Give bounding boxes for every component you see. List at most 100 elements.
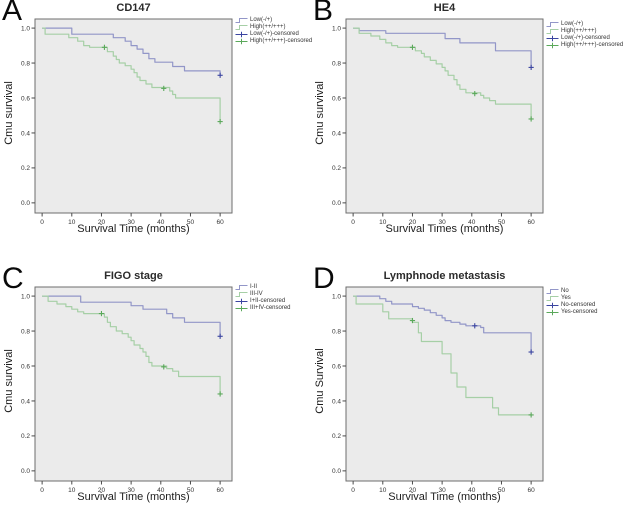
x-tick-label: 30 (128, 219, 136, 226)
x-tick-label: 40 (157, 487, 165, 494)
legend-censored-symbol (546, 309, 559, 315)
legend-line-symbol (546, 288, 559, 294)
legend-label: Yes-censored (561, 309, 598, 315)
legend-label: III+IV-censored (250, 305, 291, 311)
x-tick-label: 20 (409, 487, 417, 494)
plot-title: CD147 (116, 2, 151, 14)
legend: Low(-/+) High(++/+++) Low(-/+)-censored Hig… (235, 17, 312, 44)
survival-plot: 0 10 20 30 40 50 60 0.0 0.2 0.4 0.6 0.8 1.0 (21, 18, 233, 226)
legend-item: Low(-/+)-censored (235, 31, 312, 37)
survival-plot: 0 10 20 30 40 50 60 0.0 0.2 0.4 0.6 0.8 1.0 (21, 286, 233, 494)
survival-curve (353, 295, 532, 416)
x-tick-label: 30 (439, 219, 447, 226)
legend-item: No (546, 288, 597, 294)
y-tick-label: 0.8 (332, 328, 341, 335)
x-tick-label: 10 (68, 219, 76, 226)
legend-item: High(++/+++) (546, 28, 623, 34)
legend-label: Yes (561, 295, 571, 301)
legend: I-II III-IV I+II-censored III+IV-censored (235, 284, 291, 311)
y-tick-label: 0.4 (332, 130, 341, 137)
y-tick-label: 0.6 (332, 95, 341, 102)
legend-censored-symbol (546, 302, 559, 308)
panel-inner: B HE4 Cmu survival 0 10 20 30 40 50 60 0.0 0.2 0.… (311, 0, 623, 257)
legend-item: III-IV (235, 291, 291, 297)
legend-label: Low(-/+)-censored (561, 35, 610, 41)
survival-curve (42, 27, 221, 122)
legend-item: High(++/+++) (235, 24, 312, 30)
y-tick-label: 0.0 (332, 468, 341, 475)
x-tick-label: 10 (68, 487, 76, 494)
legend-item: Low(-/+) (546, 21, 623, 27)
x-axis-label: Survival Time (months) (77, 223, 190, 235)
legend-label: High(++/+++) (561, 28, 597, 34)
panel-letter: B (313, 0, 334, 27)
plot-area (345, 286, 544, 482)
plot-area (34, 286, 233, 482)
legend-step-glyph (546, 28, 559, 34)
legend-line-symbol (235, 291, 248, 297)
x-axis-label: Survival Times (months) (385, 223, 504, 235)
x-tick-label: 0 (40, 487, 44, 494)
y-tick-label: 0.0 (21, 200, 30, 207)
legend-step-glyph (546, 288, 559, 294)
y-tick-label: 1.0 (332, 25, 341, 32)
legend-line-symbol (546, 295, 559, 301)
y-tick-label: 0.2 (332, 433, 341, 440)
plot-title: HE4 (433, 2, 456, 14)
legend-censored-symbol (546, 42, 559, 48)
y-tick-label: 0.6 (21, 95, 30, 102)
legend-label: High(++/+++) (250, 24, 286, 30)
x-tick-label: 0 (351, 487, 355, 494)
legend-item: Yes (546, 295, 597, 301)
x-tick-label: 50 (498, 487, 506, 494)
y-tick-label: 1.0 (21, 25, 30, 32)
survival-plot: 0 10 20 30 40 50 60 0.0 0.2 0.4 0.6 0.8 1.0 (332, 18, 544, 226)
x-axis-label: Survival Time (months) (77, 491, 190, 503)
x-tick-label: 20 (98, 219, 106, 226)
plot-area (345, 18, 544, 214)
panel-lymphnode-metastasis: D Lymphnode metastasis Cmu Survival 0 10 2… (311, 257, 623, 514)
legend-line-symbol (546, 28, 559, 34)
y-tick-label: 0.6 (21, 363, 30, 370)
legend-label: High(++/+++)-censored (561, 42, 623, 48)
legend-label: No (561, 288, 569, 294)
legend-label: Low(-/+) (250, 17, 273, 23)
legend-item: I-II (235, 284, 291, 290)
x-tick-label: 60 (528, 219, 536, 226)
legend: No Yes No-censored Yes-censored (546, 288, 597, 315)
legend-item: High(++/+++)-censored (546, 42, 623, 48)
x-tick-label: 60 (217, 219, 225, 226)
legend-censored-symbol (235, 305, 248, 311)
legend-censored-symbol (235, 298, 248, 304)
x-tick-label: 60 (528, 487, 536, 494)
y-tick-label: 0.2 (332, 165, 341, 172)
legend-label: I+II-censored (250, 298, 286, 304)
legend-censored-symbol (235, 38, 248, 44)
legend-item: Low(-/+) (235, 17, 312, 23)
legend-label: Low(-/+)-censored (250, 31, 299, 37)
x-tick-label: 50 (498, 219, 506, 226)
survival-curve (42, 27, 221, 76)
x-tick-label: 50 (187, 487, 195, 494)
y-tick-label: 0.6 (332, 363, 341, 370)
x-tick-label: 20 (98, 487, 106, 494)
legend-label: I-II (250, 284, 257, 290)
survival-curve (353, 27, 532, 119)
legend-censored-symbol (235, 31, 248, 37)
panel-inner: D Lymphnode metastasis Cmu Survival 0 10 2… (311, 264, 623, 514)
legend-censored-symbol (546, 35, 559, 41)
legend-item: I+II-censored (235, 298, 291, 304)
legend-step-glyph (546, 295, 559, 301)
legend-line-symbol (235, 24, 248, 30)
x-tick-label: 0 (351, 219, 355, 226)
survival-curve (42, 295, 221, 337)
y-tick-label: 0.0 (332, 200, 341, 207)
legend-step-glyph (235, 284, 248, 290)
y-tick-label: 0.4 (21, 130, 30, 137)
panel-figo-stage: C FIGO stage Cmu survival 0 10 20 30 40 50 60 0… (0, 257, 311, 514)
legend-step-glyph (546, 21, 559, 27)
legend-label: No-censored (561, 302, 596, 308)
panel-inner: A CD147 Cmu survival 0 10 20 30 40 50 60 0.0 0.2… (0, 0, 312, 257)
x-tick-label: 60 (217, 487, 225, 494)
y-tick-label: 0.8 (21, 60, 30, 67)
